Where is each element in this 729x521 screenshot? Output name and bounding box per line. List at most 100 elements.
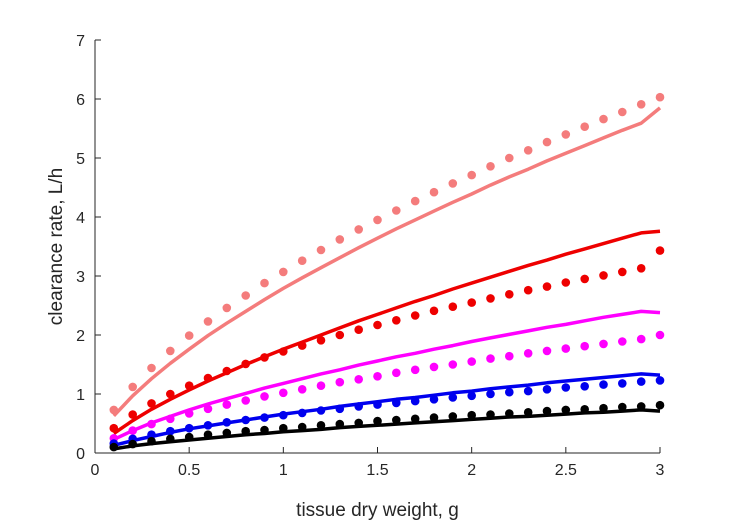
data-point	[316, 245, 326, 255]
data-point	[392, 398, 401, 408]
data-point	[561, 130, 571, 139]
y-tick-label: 6	[76, 92, 85, 109]
data-point	[297, 422, 307, 432]
x-tick-label: 0.5	[178, 462, 200, 479]
data-point	[580, 341, 589, 351]
data-point	[316, 421, 326, 430]
data-point	[636, 100, 646, 109]
data-point	[373, 400, 382, 409]
data-point	[599, 271, 608, 280]
data-point	[241, 359, 250, 369]
data-point	[316, 381, 326, 391]
data-point	[128, 439, 137, 449]
data-point	[392, 415, 401, 425]
data-point	[505, 387, 514, 397]
data-point	[279, 347, 288, 356]
data-point	[580, 274, 589, 284]
data-point	[448, 302, 458, 312]
data-point	[316, 336, 326, 345]
data-point	[260, 425, 269, 435]
data-point	[222, 303, 232, 313]
series-2	[109, 309, 665, 443]
data-point	[203, 421, 213, 430]
data-point	[279, 388, 288, 398]
data-point	[636, 402, 646, 411]
data-point	[486, 294, 495, 303]
model-line-2	[113, 309, 661, 441]
data-point	[599, 403, 608, 413]
data-point	[147, 430, 156, 440]
data-point	[184, 381, 194, 391]
data-point	[429, 413, 439, 422]
chart-ticks: 0 0.5 1 1.5 2 2.5 3 0 1 2 3 4 5 6 7	[76, 33, 664, 479]
data-point	[203, 373, 213, 383]
x-tick-label: 2.5	[555, 462, 577, 479]
data-point	[448, 412, 458, 421]
data-point	[636, 264, 646, 273]
x-tick-label: 1	[279, 462, 288, 479]
data-point	[147, 419, 156, 429]
x-tick-label: 2	[467, 462, 476, 479]
data-point	[561, 383, 571, 392]
data-point	[467, 391, 477, 401]
data-point	[147, 363, 156, 373]
data-point	[297, 341, 307, 350]
data-point	[655, 376, 665, 385]
data-point	[467, 357, 477, 366]
data-point	[128, 382, 137, 392]
data-point	[448, 360, 458, 369]
data-point	[410, 396, 420, 406]
data-point	[542, 137, 552, 147]
data-point	[542, 385, 552, 394]
chart-axes	[94, 40, 660, 454]
data-point	[184, 331, 194, 340]
data-point	[392, 316, 401, 325]
y-tick-label: 7	[76, 33, 85, 50]
data-point	[297, 385, 307, 394]
y-axis-title: clearance rate, L/h	[46, 168, 67, 325]
data-point	[354, 325, 364, 335]
x-tick-label: 1.5	[366, 462, 388, 479]
data-point	[655, 400, 665, 410]
data-point	[316, 406, 326, 415]
data-point	[505, 351, 514, 361]
model-line-1	[112, 229, 661, 435]
data-point	[222, 400, 232, 409]
data-point	[260, 392, 269, 401]
x-tick-label: 3	[656, 462, 665, 479]
model-line-0	[112, 106, 662, 418]
data-point	[373, 215, 382, 225]
data-point	[128, 410, 137, 419]
data-point	[335, 330, 345, 340]
data-point	[486, 389, 495, 399]
data-point	[523, 349, 533, 358]
data-point	[580, 122, 589, 131]
data-point	[599, 380, 608, 389]
data-point	[166, 389, 175, 399]
data-point	[184, 409, 194, 418]
y-tick-label: 1	[76, 387, 85, 404]
data-point	[618, 379, 627, 388]
data-point	[655, 246, 665, 255]
data-point	[410, 311, 420, 320]
data-point	[203, 430, 213, 440]
data-point	[542, 282, 552, 291]
y-tick-label: 3	[76, 269, 85, 286]
series-4	[109, 400, 665, 452]
data-point	[636, 334, 646, 344]
data-point	[523, 386, 533, 396]
data-point	[203, 404, 213, 414]
data-point	[523, 408, 533, 417]
data-point	[410, 365, 420, 375]
data-point	[561, 405, 571, 415]
data-point	[354, 418, 364, 428]
y-tick-label: 0	[76, 446, 85, 463]
data-point	[184, 423, 194, 433]
data-point	[392, 368, 401, 378]
data-point	[354, 225, 364, 234]
data-point	[109, 423, 119, 433]
data-point	[109, 405, 119, 415]
data-point	[486, 410, 495, 419]
data-point	[523, 146, 533, 155]
x-tick-label: 0	[91, 462, 100, 479]
